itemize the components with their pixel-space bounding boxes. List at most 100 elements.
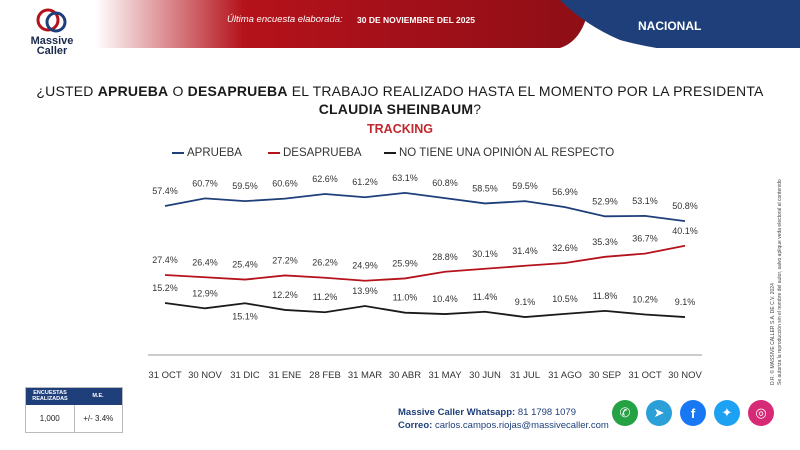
data-label: 11.2% (313, 292, 338, 302)
question-part: O (168, 83, 188, 99)
legend-label: DESAPRUEBA (283, 147, 362, 159)
data-label: 35.3% (592, 237, 618, 247)
data-label: 61.2% (352, 177, 378, 187)
data-label: 15.2% (152, 283, 178, 293)
instagram-icon[interactable]: ◎ (748, 400, 774, 426)
data-label: 11.4% (473, 292, 498, 302)
data-label: 36.7% (632, 234, 658, 244)
data-label: 32.6% (552, 243, 578, 253)
legend-disapprove: DESAPRUEBA (268, 147, 362, 159)
brand-logo: Massive Caller (22, 6, 82, 62)
legend-label: APRUEBA (187, 147, 242, 159)
x-tick-label: 30 ABR (389, 370, 421, 381)
data-label: 28.8% (432, 252, 458, 262)
data-label: 9.1% (675, 297, 696, 307)
data-label: 13.9% (352, 286, 378, 296)
series-line-1 (164, 244, 686, 282)
series-line-0 (164, 191, 686, 223)
data-label: 11.8% (593, 291, 618, 301)
data-label: 11.0% (393, 293, 418, 303)
data-label: 15.1% (232, 311, 258, 321)
data-label: 26.4% (192, 257, 218, 267)
question-bold-approve: APRUEBA (97, 83, 169, 99)
header-banner (95, 0, 800, 48)
data-label: 27.4% (152, 255, 178, 265)
x-tick-label: 31 DIC (230, 370, 260, 381)
x-tick-label: 28 FEB (309, 370, 341, 381)
x-tick-label: 31 AGO (548, 370, 582, 381)
legend-swatch (268, 152, 280, 154)
data-label: 27.2% (272, 255, 298, 265)
brand-logo-icon (36, 8, 67, 33)
data-label: 26.2% (312, 258, 338, 268)
data-label: 56.9% (552, 187, 578, 197)
question-part: EL TRABAJO REALIZADO HASTA EL MOMENTO PO… (287, 83, 764, 99)
stats-margin-value: +/- 3.4% (83, 414, 114, 423)
x-tick-label: 31 MAR (348, 370, 382, 381)
data-label: 57.4% (152, 186, 178, 196)
legend-swatch (384, 152, 396, 154)
authorization-note: Se autoriza la reproducción sin el nombr… (777, 95, 785, 385)
data-label: 10.5% (552, 294, 578, 304)
data-label: 60.6% (272, 179, 298, 189)
legend-approve: APRUEBA (172, 147, 242, 159)
chart-title: TRACKING (367, 122, 433, 136)
mail-label: Correo: (398, 420, 433, 431)
question-part: ? (473, 101, 482, 117)
last-survey-date: 30 DE NOVIEMBRE DEL 2025 (357, 15, 475, 25)
data-label: 10.2% (632, 295, 658, 305)
data-label: 12.9% (192, 288, 218, 298)
x-tick-label: 31 OCT (628, 370, 661, 381)
data-label: 50.8% (672, 201, 698, 211)
legend-label: NO TIENE UNA OPINIÓN AL RESPECTO (399, 147, 615, 159)
data-label: 60.7% (192, 178, 218, 188)
data-label: 60.8% (432, 178, 458, 188)
question-bold-disapprove: DESAPRUEBA (187, 83, 288, 99)
data-label: 53.1% (632, 196, 658, 206)
x-tick-label: 30 JUN (469, 370, 501, 381)
copyright-line2: Se autoriza la reproducción sin el nombr… (777, 179, 783, 385)
data-label: 59.5% (232, 181, 258, 191)
data-label: 63.1% (392, 173, 418, 183)
data-label: 25.9% (392, 258, 418, 268)
survey-question: ¿USTED APRUEBA O DESAPRUEBA EL TRABAJO R… (30, 82, 770, 118)
x-tick-label: 30 SEP (589, 370, 621, 381)
data-label: 31.4% (512, 246, 538, 256)
series-line-2 (164, 302, 686, 318)
x-tick-label: 31 OCT (148, 370, 181, 381)
x-tick-label: 31 MAY (428, 370, 462, 381)
scope-label: NACIONAL (638, 19, 702, 33)
question-bold-name: CLAUDIA SHEINBAUM (318, 101, 474, 117)
facebook-icon[interactable]: f (680, 400, 706, 426)
data-label: 58.5% (472, 183, 498, 193)
twitter-icon[interactable]: ✦ (714, 400, 740, 426)
whatsapp-number[interactable]: 81 1798 1079 (517, 407, 576, 418)
data-label: 24.9% (352, 261, 378, 271)
mail-address[interactable]: carlos.campos.riojas@massivecaller.com (434, 420, 609, 431)
whatsapp-icon[interactable]: ✆ (612, 400, 638, 426)
x-tick-label: 30 NOV (188, 370, 222, 381)
x-tick-label: 31 ENE (269, 370, 302, 381)
data-label: 59.5% (512, 181, 538, 191)
data-label: 52.9% (592, 196, 618, 206)
data-label: 40.1% (672, 226, 698, 236)
x-tick-label: 31 JUL (510, 370, 540, 381)
data-label: 10.4% (432, 294, 458, 304)
telegram-icon[interactable]: ➤ (646, 400, 672, 426)
legend-swatch (172, 152, 184, 154)
data-label: 30.1% (472, 249, 498, 259)
copyright-line1: D.R. © MASSIVE CALLER S.A. DE C.V. 2024 (770, 283, 776, 385)
stats-header-margin: M.E. (92, 393, 104, 399)
data-label: 12.2% (272, 290, 298, 300)
brand-name-line2: Caller (36, 45, 68, 57)
stats-surveys-value: 1,000 (26, 405, 75, 433)
social-links: ✆ ➤ f ✦ ◎ (612, 400, 774, 426)
contact-info: Massive Caller Whatsapp: 81 1798 1079 Co… (398, 406, 609, 432)
legend-no-opinion: NO TIENE UNA OPINIÓN AL RESPECTO (384, 147, 614, 159)
whatsapp-label: Massive Caller Whatsapp: (398, 407, 516, 418)
question-part: ¿USTED (36, 83, 98, 99)
last-survey-label: Última encuesta elaborada: (227, 14, 343, 25)
x-tick-label: 30 NOV (668, 370, 702, 381)
survey-stats-table: ENCUESTAS REALIZADAS M.E. 1,000 +/- 3.4% (25, 387, 123, 433)
